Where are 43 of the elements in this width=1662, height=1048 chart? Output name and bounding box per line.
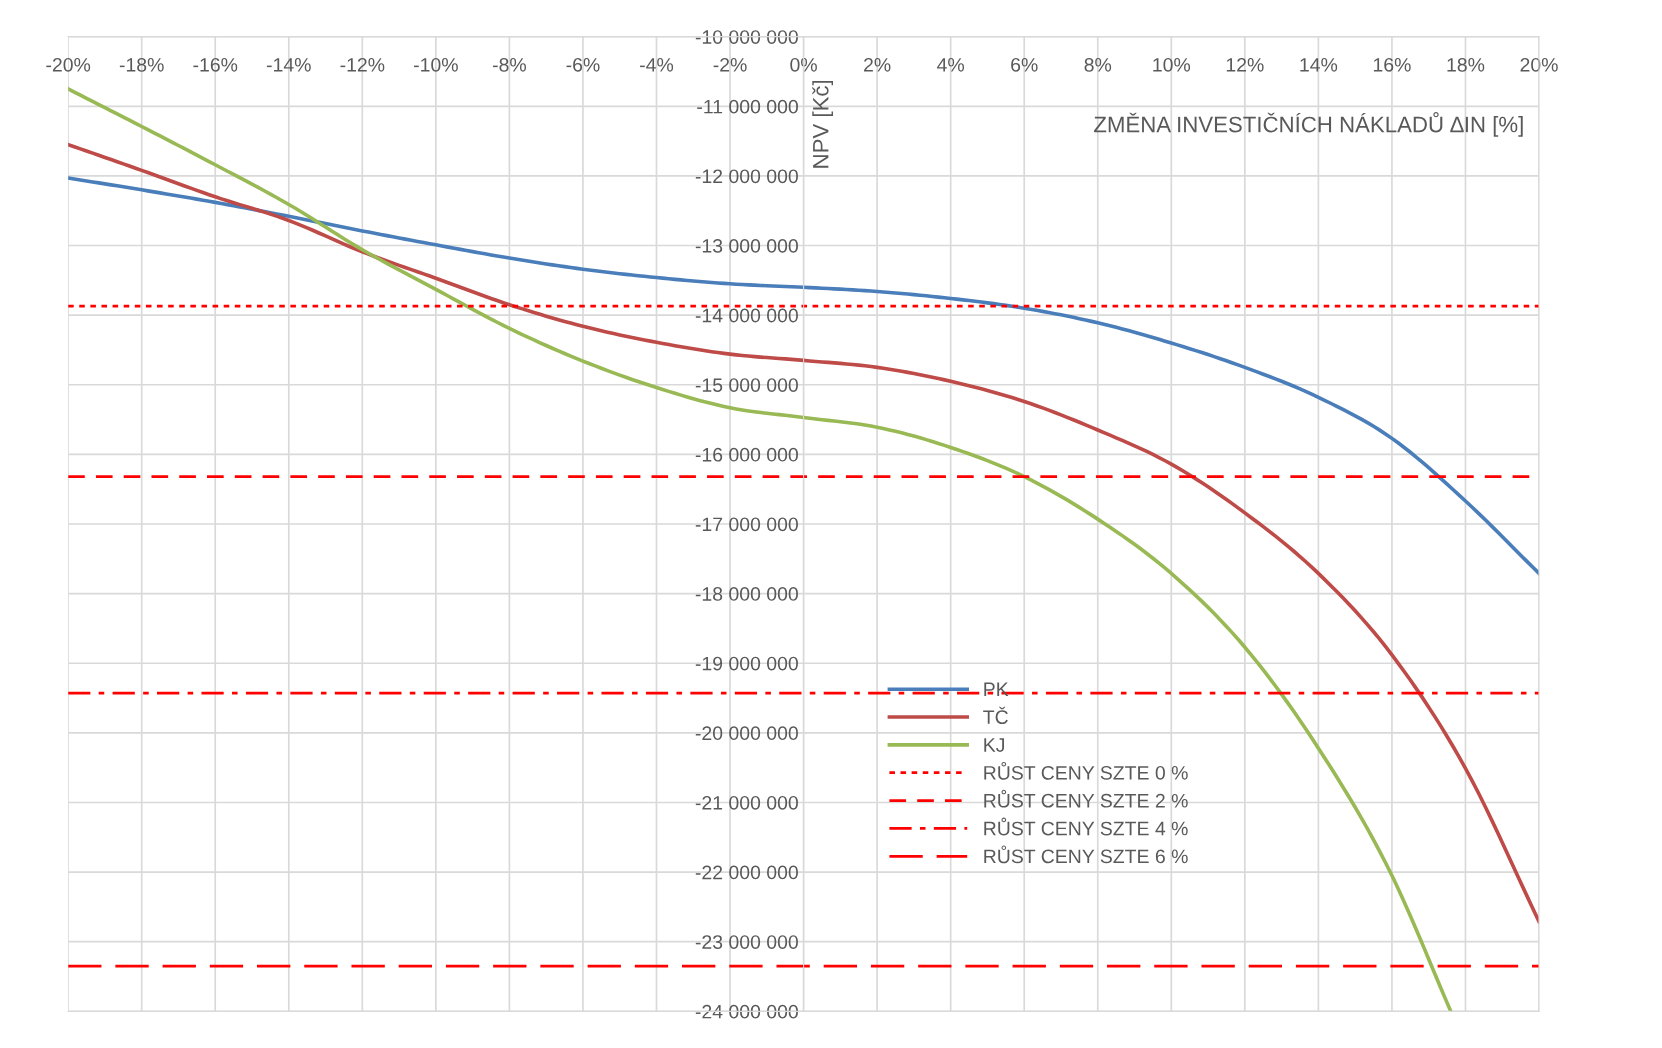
x-tick-label: -16% [193,57,238,72]
y-tick-label: -19 000 000 [695,656,798,671]
y-tick-label: -23 000 000 [695,935,798,949]
y-tick-label: -22 000 000 [695,865,798,880]
y-tick-label: -13 000 000 [695,239,798,253]
legend-label: RŮST CENY SZTE 4 % [984,817,1188,836]
y-tick-label: -18 000 000 [695,587,798,601]
x-tick-label: 18% [1447,57,1485,72]
x-tick-label: -6% [566,57,600,72]
legend-label: RŮST CENY SZTE 2 % [984,789,1188,808]
x-tick-label: -14% [266,58,311,72]
y-tick-label: -16 000 000 [695,447,798,462]
legend-label: KJ [984,738,1004,752]
x-tick-label: -12% [340,57,385,72]
x-tick-label: 8% [1084,57,1112,72]
y-tick-label: -14 000 000 [695,308,798,323]
x-tick-label: 12% [1226,57,1264,72]
y-tick-label: -17 000 000 [695,517,798,532]
x-tick-label: -10% [414,57,458,72]
x-tick-label: -2% [713,57,747,72]
x-tick-label: 14% [1300,58,1338,72]
x-tick-label: 0% [790,57,817,72]
y-tick-label: -20 000 000 [695,726,798,741]
y-tick-label: -12 000 000 [695,169,798,184]
x-tick-label: 20% [1520,57,1558,72]
legend-label: RŮST CENY SZTE 0 % [984,761,1188,780]
y-tick-label: -15 000 000 [695,378,798,392]
y-tick-label: -11 000 000 [697,99,798,114]
x-axis-title: ZMĚNA INVESTIČNÍCH NÁKLADŮ ∆IN [%] [1094,112,1523,137]
x-tick-label: -4% [640,58,674,72]
x-tick-label: 6% [1011,57,1038,72]
x-tick-label: -8% [492,57,526,72]
x-tick-label: 10% [1153,57,1191,72]
y-axis-title: NPV [Kč] [812,80,833,168]
y-tick-label: -21 000 000 [695,795,798,810]
x-tick-label: 2% [864,57,891,72]
legend-label: TČ [983,706,1008,725]
x-tick-label: 4% [937,58,965,72]
x-tick-label: 16% [1373,57,1411,72]
legend-label: RŮST CENY SZTE 6 % [984,845,1188,864]
x-tick-label: -20% [46,57,91,72]
x-tick-label: -18% [119,57,164,72]
legend-label: PK [984,682,1009,696]
